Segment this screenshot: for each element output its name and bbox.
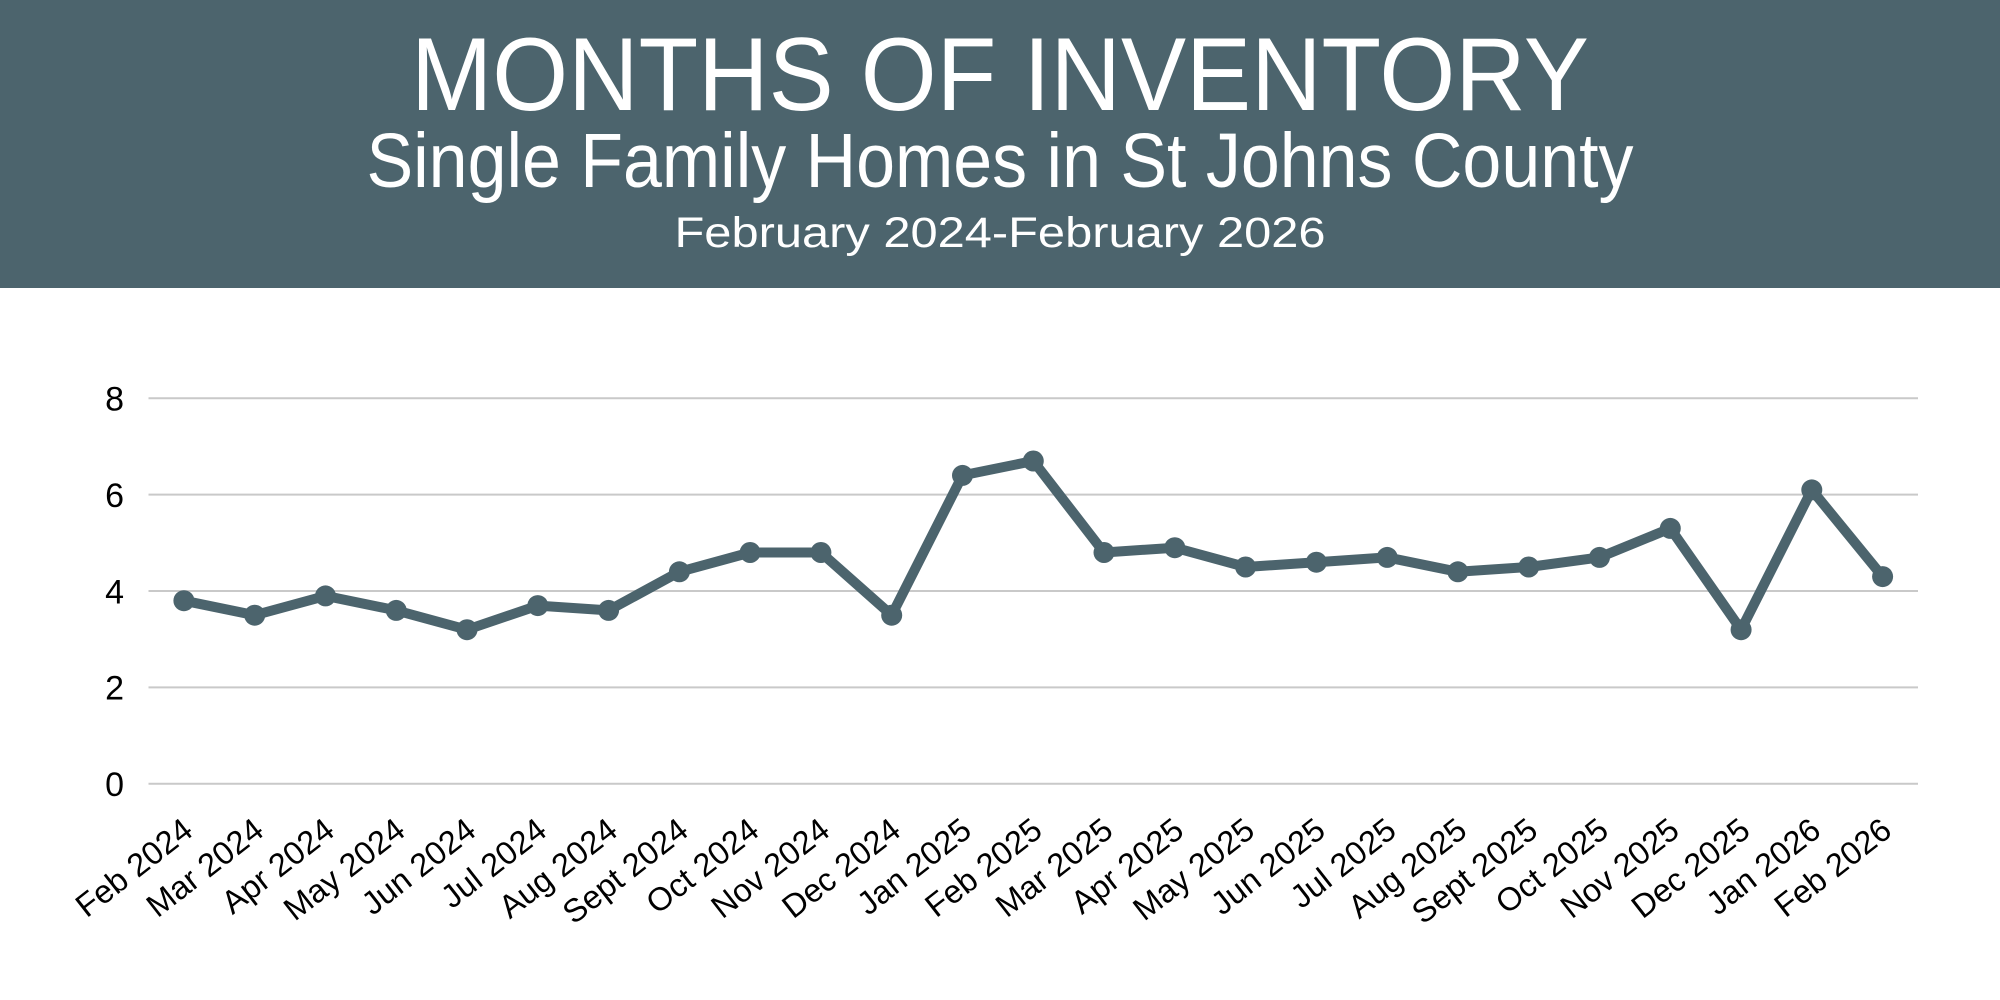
svg-text:February 2024-February 2026: February 2024-February 2026 <box>675 209 1326 257</box>
svg-text:Single Family Homes in St John: Single Family Homes in St Johns County <box>367 118 1634 204</box>
svg-text:MONTHS OF INVENTORY: MONTHS OF INVENTORY <box>411 17 1589 133</box>
svg-text:6: 6 <box>105 477 124 515</box>
svg-text:8: 8 <box>105 381 124 419</box>
svg-text:2: 2 <box>105 670 124 708</box>
svg-text:0: 0 <box>105 766 124 804</box>
svg-text:4: 4 <box>105 573 124 611</box>
